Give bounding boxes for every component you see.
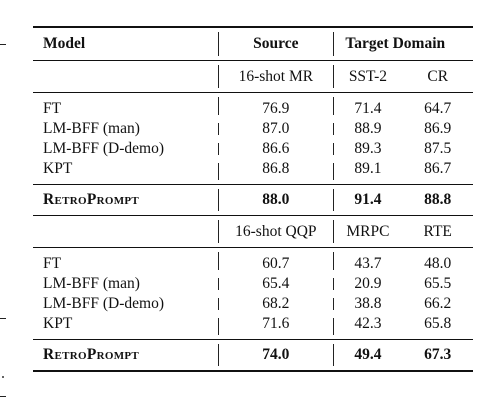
row-target-score-1: 89.3	[333, 139, 402, 159]
table-row: FT 60.7 43.7 48.0	[33, 247, 473, 275]
row-source-score: 86.8	[218, 159, 333, 185]
row-target-score-2: 86.9	[424, 120, 452, 138]
section-1-target-task-2: CR	[402, 60, 473, 93]
results-table: Model Source Target Domain 16-shot MR SS…	[33, 26, 473, 372]
best-row-source-score: 88.0	[218, 184, 334, 216]
best-row-target-score-1: 49.4	[333, 339, 403, 372]
section-2-subheader: 16-shot QQP MRPC RTE	[33, 215, 473, 248]
header-model: Model	[33, 26, 219, 61]
row-target-score-2: 64.7	[424, 100, 452, 118]
row-target-score-1: 20.9	[333, 274, 402, 294]
section-2-target-task-2: RTE	[402, 215, 473, 248]
row-target-score-1: 89.1	[333, 159, 402, 185]
section-2-source-task: 16-shot QQP	[218, 215, 334, 248]
section-1-source-task: 16-shot MR	[218, 60, 334, 93]
row-source-score: 60.7	[218, 248, 333, 275]
row-target-score-1: 38.8	[333, 294, 402, 314]
row-target-score-1: 42.3	[333, 314, 402, 340]
row-target-score-2: 66.2	[424, 295, 452, 313]
table-row: FT 76.9 71.4 64.7	[33, 92, 473, 120]
row-model: LM-BFF (man)	[43, 120, 140, 138]
row-source-score: 87.0	[218, 119, 333, 139]
row-model: LM-BFF (man)	[43, 275, 140, 293]
best-row-target-score-2: 67.3	[402, 339, 473, 372]
best-row-source-score: 74.0	[218, 339, 334, 372]
table-row: KPT 71.6 42.3 65.8	[33, 314, 473, 340]
best-row-model: RetroPrompt	[33, 339, 219, 372]
subheader-empty	[33, 60, 219, 93]
best-row: RetroPrompt 74.0 49.4 67.3	[33, 339, 473, 372]
row-model: FT	[43, 255, 62, 273]
results-table-container: Model Source Target Domain 16-shot MR SS…	[33, 26, 473, 372]
section-1-target-task-1: SST-2	[333, 60, 403, 93]
row-target-score-2: 65.8	[424, 315, 452, 333]
row-source-score: 65.4	[218, 274, 333, 294]
row-target-score-1: 43.7	[333, 248, 402, 275]
table-row: LM-BFF (man) 87.0 88.9 86.9	[33, 119, 473, 139]
section-1-subheader: 16-shot MR SST-2 CR	[33, 60, 473, 93]
header-row: Model Source Target Domain	[33, 26, 473, 61]
row-target-score-2: 86.7	[424, 160, 452, 178]
row-model: FT	[43, 100, 62, 118]
row-target-score-2: 87.5	[424, 140, 452, 158]
page-edge-mark	[0, 396, 6, 397]
table-row: LM-BFF (man) 65.4 20.9 65.5	[33, 274, 473, 294]
row-target-score-2: 65.5	[424, 275, 452, 293]
table-row: KPT 86.8 89.1 86.7	[33, 159, 473, 185]
page-edge-mark	[0, 44, 6, 45]
page-edge-mark	[0, 318, 6, 319]
row-target-score-2: 48.0	[424, 255, 452, 273]
row-model: LM-BFF (D-demo)	[43, 295, 164, 313]
header-target-domain: Target Domain	[333, 26, 473, 61]
row-source-score: 76.9	[218, 93, 333, 120]
row-target-score-1: 88.9	[333, 119, 402, 139]
best-row-target-score-1: 91.4	[333, 184, 403, 216]
best-row: RetroPrompt 88.0 91.4 88.8	[33, 184, 473, 216]
row-source-score: 86.6	[218, 139, 333, 159]
row-source-score: 71.6	[218, 314, 333, 340]
section-2-target-task-1: MRPC	[333, 215, 403, 248]
best-row-target-score-2: 88.8	[402, 184, 473, 216]
row-source-score: 68.2	[218, 294, 333, 314]
header-source: Source	[218, 26, 334, 61]
row-target-score-1: 71.4	[333, 93, 402, 120]
subheader-empty	[33, 215, 219, 248]
row-model: KPT	[43, 315, 73, 333]
table-row: LM-BFF (D-demo) 68.2 38.8 66.2	[33, 294, 473, 314]
row-model: KPT	[43, 160, 73, 178]
best-row-model: RetroPrompt	[33, 184, 219, 216]
row-model: LM-BFF (D-demo)	[43, 140, 164, 158]
page-edge-dot	[2, 376, 4, 378]
table-row: LM-BFF (D-demo) 86.6 89.3 87.5	[33, 139, 473, 159]
